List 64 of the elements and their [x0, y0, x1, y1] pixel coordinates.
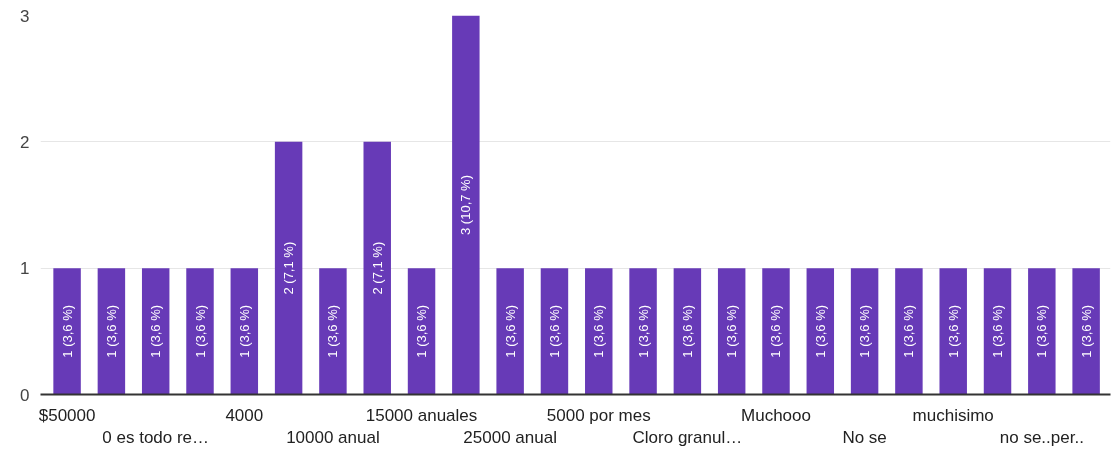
- bar: [363, 141, 391, 395]
- data-label: 1 (3,6 %): [1034, 304, 1050, 358]
- x-tick-label: muchisimo: [912, 405, 994, 425]
- data-label: 1 (3,6 %): [502, 304, 518, 358]
- bar: [407, 268, 436, 395]
- bar: [274, 141, 303, 395]
- bar: [186, 268, 214, 395]
- data-label: 1 (3,6 %): [768, 304, 784, 358]
- x-tick-label: 15000 anuales: [365, 405, 478, 425]
- data-label: 1 (3,6 %): [635, 304, 651, 358]
- bar: [1028, 268, 1056, 395]
- x-tick-label: no se..per..: [999, 428, 1084, 448]
- x-tick-label: $50000: [38, 405, 96, 425]
- bar: [717, 268, 746, 395]
- bar: [496, 268, 524, 395]
- bar: [762, 268, 790, 395]
- x-tick-label: 25000 anual: [463, 428, 557, 448]
- data-label: 1 (3,6 %): [945, 304, 961, 358]
- bar: [452, 15, 480, 395]
- y-tick-label: 2: [20, 132, 30, 152]
- data-label: 1 (3,6 %): [1078, 304, 1094, 358]
- x-tick-label: 4000: [225, 405, 264, 425]
- bar: [673, 268, 702, 395]
- bar: [939, 268, 967, 395]
- data-label: 1 (3,6 %): [236, 304, 252, 358]
- data-label: 1 (3,6 %): [990, 304, 1006, 358]
- data-label: 1 (3,6 %): [591, 304, 607, 358]
- bar: [540, 268, 569, 395]
- data-label: 1 (3,6 %): [192, 304, 208, 358]
- bar: [53, 268, 81, 395]
- bar: [850, 268, 879, 395]
- bar: [97, 268, 126, 395]
- data-label: 1 (3,6 %): [59, 304, 75, 358]
- data-label: 2 (7,1 %): [281, 241, 297, 295]
- x-tick-label: Cloro granul…: [632, 428, 743, 448]
- x-tick-label: 0 es todo re…: [102, 428, 210, 448]
- data-label: 3 (10,7 %): [458, 175, 474, 235]
- x-tick-label: Muchooo: [741, 405, 811, 425]
- data-label: 1 (3,6 %): [679, 304, 695, 358]
- bar: [983, 268, 1012, 395]
- bar: [629, 268, 657, 395]
- data-label: 1 (3,6 %): [812, 304, 828, 358]
- y-tick-label: 1: [20, 259, 30, 279]
- data-label: 1 (3,6 %): [901, 304, 917, 358]
- data-label: 1 (3,6 %): [724, 304, 740, 358]
- x-tick-label: 5000 por mes: [546, 405, 651, 425]
- y-tick-label: 3: [20, 6, 30, 26]
- bar: [1072, 268, 1100, 395]
- data-label: 1 (3,6 %): [414, 304, 430, 358]
- y-tick-label: 0: [20, 385, 30, 405]
- bar: [806, 268, 835, 395]
- data-label: 1 (3,6 %): [148, 304, 164, 358]
- bar: [585, 268, 613, 395]
- bar: [141, 268, 170, 395]
- data-label: 1 (3,6 %): [325, 304, 341, 358]
- bar: [895, 268, 923, 395]
- data-label: 2 (7,1 %): [369, 241, 385, 295]
- data-label: 1 (3,6 %): [103, 304, 119, 358]
- x-tick-label: 10000 anual: [286, 428, 380, 448]
- bar: [319, 268, 347, 395]
- bar: [230, 268, 259, 395]
- data-label: 1 (3,6 %): [546, 304, 562, 358]
- x-tick-label: No se: [842, 428, 887, 448]
- data-label: 1 (3,6 %): [857, 304, 873, 358]
